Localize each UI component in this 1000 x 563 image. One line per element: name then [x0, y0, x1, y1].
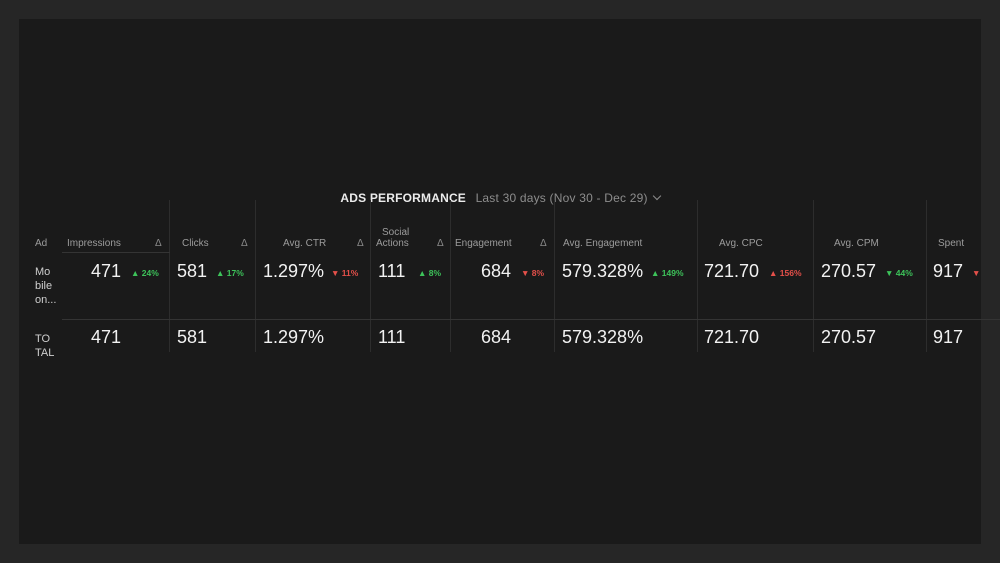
header-avg-engagement[interactable]: Avg. Engagement — [563, 238, 643, 249]
clicks-change: ▲ 17% — [216, 268, 244, 278]
ad-name-line1: Mo — [35, 266, 51, 278]
avg-cpc-value: 721.70 — [704, 261, 760, 281]
header-underline — [62, 252, 170, 253]
avg-ctr-value: 1.297% — [263, 261, 325, 281]
row-divider — [62, 319, 1000, 320]
total-impressions: 471 — [91, 327, 122, 347]
header-social-actions-line1[interactable]: Social — [382, 227, 410, 238]
avg-cpc-change: ▲ 156% — [769, 268, 802, 278]
engagement-change: ▼ 8% — [521, 268, 545, 278]
avg-engagement-value: 579.328% — [562, 261, 644, 281]
ads-performance-widget: ADS PERFORMANCE Last 30 days (Nov 30 - D… — [19, 19, 981, 544]
header-engagement[interactable]: Engagement — [455, 238, 512, 249]
avg-engagement-change: ▲ 149% — [651, 268, 684, 278]
impressions-change: ▲ 24% — [131, 268, 159, 278]
total-spent: 917 — [933, 327, 964, 347]
header-avg-cpm[interactable]: Avg. CPM — [834, 238, 879, 249]
total-label-line2: TAL — [35, 347, 55, 359]
delta-header[interactable]: Δ — [357, 238, 364, 249]
header-avg-cpc[interactable]: Avg. CPC — [719, 238, 763, 249]
widget-title: ADS PERFORMANCE — [340, 191, 467, 205]
date-range-label: Last 30 days (Nov 30 - Dec 29) — [475, 191, 648, 205]
avg-cpm-change: ▼ 44% — [885, 268, 913, 278]
column-separator — [169, 200, 170, 352]
column-separator — [450, 200, 451, 352]
delta-header[interactable]: Δ — [155, 238, 162, 249]
column-separator — [926, 200, 927, 352]
widget-header: ADS PERFORMANCE Last 30 days (Nov 30 - D… — [19, 191, 981, 205]
avg-ctr-change: ▼ 11% — [331, 268, 359, 278]
header-ad[interactable]: Ad — [35, 238, 48, 249]
date-range-selector[interactable]: Last 30 days (Nov 30 - Dec 29) — [475, 191, 661, 205]
total-label-line1: TO — [35, 333, 51, 345]
avg-cpm-value: 270.57 — [821, 261, 877, 281]
delta-header[interactable]: Δ — [437, 238, 444, 249]
social-actions-value: 111 — [378, 261, 406, 281]
delta-header[interactable]: Δ — [241, 238, 248, 249]
engagement-value: 684 — [481, 261, 512, 281]
column-separator — [813, 200, 814, 352]
total-avg-cpm: 270.57 — [821, 327, 877, 347]
header-impressions[interactable]: Impressions — [67, 238, 121, 249]
column-separator — [697, 200, 698, 352]
delta-header[interactable]: Δ — [540, 238, 547, 249]
ads-table: Ad Impressions Δ Clicks Δ Avg. CTR Δ Soc… — [0, 200, 1000, 360]
spent-change: ▼ — [972, 268, 981, 278]
header-clicks[interactable]: Clicks — [182, 238, 209, 249]
total-avg-engagement: 579.328% — [562, 327, 644, 347]
clicks-value: 581 — [177, 261, 208, 281]
total-avg-cpc: 721.70 — [704, 327, 760, 347]
header-spent[interactable]: Spent — [938, 238, 965, 249]
chevron-down-icon[interactable] — [652, 191, 661, 201]
header-social-actions-line2[interactable]: Actions — [376, 238, 409, 249]
total-engagement: 684 — [481, 327, 512, 347]
total-avg-ctr: 1.297% — [263, 327, 325, 347]
ad-name-line2: bile — [35, 280, 53, 292]
header-avg-ctr[interactable]: Avg. CTR — [283, 238, 327, 249]
column-separator — [554, 200, 555, 352]
social-actions-change: ▲ 8% — [418, 268, 442, 278]
impressions-value: 471 — [91, 261, 122, 281]
column-separator — [255, 200, 256, 352]
ad-name-line3: on... — [35, 294, 57, 306]
column-separator — [370, 200, 371, 352]
spent-value: 917 — [933, 261, 964, 281]
total-social-actions: 111 — [378, 327, 406, 347]
total-clicks: 581 — [177, 327, 208, 347]
